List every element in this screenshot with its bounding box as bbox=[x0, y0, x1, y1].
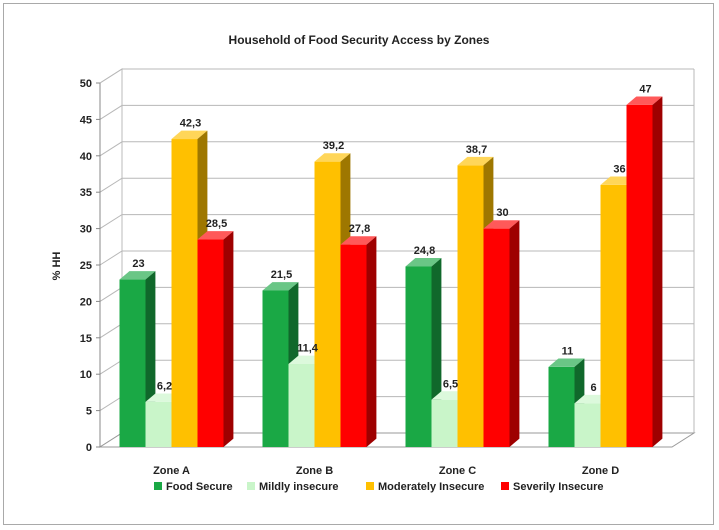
data-label: 42,3 bbox=[180, 118, 201, 130]
bar-side bbox=[509, 220, 520, 447]
y-tick-label: 50 bbox=[80, 78, 92, 90]
x-category-label: Zone B bbox=[296, 465, 333, 477]
y-tick-label: 5 bbox=[86, 406, 92, 418]
data-labels: 23 6,2 42,3 28,5 21,5 11,4 39,2 27,8 24,8 6,5 38,7… bbox=[132, 83, 651, 393]
y-tick-label: 30 bbox=[80, 224, 92, 236]
bar-front bbox=[457, 165, 484, 447]
bar-front bbox=[119, 279, 146, 447]
data-label: 11,4 bbox=[297, 343, 319, 355]
data-label: 24,8 bbox=[414, 245, 435, 257]
legend-label: Food Secure bbox=[166, 481, 233, 493]
bar-front bbox=[171, 139, 198, 447]
data-label: 47 bbox=[639, 83, 651, 95]
y-tick-label: 40 bbox=[80, 151, 92, 163]
bar-front bbox=[145, 401, 172, 447]
bar bbox=[340, 236, 377, 447]
bar-top bbox=[457, 156, 494, 166]
bar-side bbox=[652, 96, 663, 447]
data-label: 27,8 bbox=[349, 223, 370, 235]
data-label: 6,2 bbox=[157, 380, 172, 392]
y-tick-label: 35 bbox=[80, 187, 92, 199]
bar-top bbox=[483, 220, 520, 229]
gridline bbox=[99, 177, 694, 193]
bar-side bbox=[223, 231, 234, 447]
legend: Food Secure Mildly insecure Moderately Ins… bbox=[154, 481, 604, 493]
legend-swatch bbox=[247, 482, 255, 490]
y-tick-label: 15 bbox=[80, 333, 92, 345]
legend-label: Mildly insecure bbox=[259, 481, 338, 493]
bar-chart: 23 6,2 42,3 28,5 21,5 11,4 39,2 27,8 24,8 6,5 38,7… bbox=[51, 33, 696, 493]
bar-front bbox=[314, 161, 341, 447]
y-tick-label: 10 bbox=[80, 369, 92, 381]
data-label: 36 bbox=[613, 164, 625, 176]
data-label: 11 bbox=[562, 346, 574, 358]
gridline bbox=[99, 214, 694, 230]
legend-label: Severily Insecure bbox=[513, 481, 604, 493]
bar-front bbox=[288, 364, 315, 447]
data-label: 30 bbox=[496, 207, 508, 219]
data-label: 21,5 bbox=[271, 269, 292, 281]
bar-top bbox=[197, 231, 234, 240]
bar-front bbox=[405, 266, 432, 447]
y-tick-label: 25 bbox=[80, 260, 92, 272]
x-category-label: Zone C bbox=[439, 465, 476, 477]
bar bbox=[626, 96, 663, 447]
x-category-label: Zone A bbox=[153, 465, 190, 477]
bar bbox=[119, 271, 156, 447]
bar-top bbox=[548, 358, 585, 367]
bar-top bbox=[405, 258, 442, 267]
bar-top bbox=[626, 96, 663, 105]
y-tick-label: 20 bbox=[80, 296, 92, 308]
bar-front bbox=[574, 403, 601, 447]
bar-side bbox=[366, 236, 377, 447]
y-axis-label: % HH bbox=[51, 252, 63, 281]
data-label: 38,7 bbox=[466, 144, 487, 156]
bar-top bbox=[314, 153, 351, 162]
bar bbox=[483, 220, 520, 447]
legend-swatch bbox=[154, 482, 162, 490]
chart-frame: 23 6,2 42,3 28,5 21,5 11,4 39,2 27,8 24,8 6,5 38,7… bbox=[3, 3, 714, 525]
data-label: 6,5 bbox=[443, 378, 458, 390]
bar-front bbox=[548, 366, 575, 447]
bar-top bbox=[171, 130, 208, 140]
bar-front bbox=[626, 104, 653, 447]
legend-label: Moderately Insecure bbox=[378, 481, 484, 493]
data-label: 39,2 bbox=[323, 140, 344, 152]
bar-front bbox=[483, 228, 510, 447]
data-label: 28,5 bbox=[206, 218, 227, 230]
bar-top bbox=[340, 236, 377, 245]
gridline bbox=[99, 141, 694, 157]
bar bbox=[197, 231, 234, 447]
data-label: 6 bbox=[590, 382, 596, 394]
legend-swatch bbox=[366, 482, 374, 490]
y-axis-ticks: 0 5 10 15 20 25 30 35 40 45 50 bbox=[80, 78, 100, 454]
x-category-label: Zone D bbox=[582, 465, 619, 477]
bar-front bbox=[600, 184, 627, 448]
bar bbox=[262, 282, 299, 447]
bars bbox=[119, 96, 663, 448]
gridline bbox=[99, 68, 694, 84]
bar-top bbox=[119, 271, 156, 280]
legend-swatch bbox=[501, 482, 509, 490]
chart-title: Household of Food Security Access by Zon… bbox=[229, 33, 490, 47]
bar-front bbox=[197, 239, 224, 447]
bar-top bbox=[262, 282, 299, 291]
bar-front bbox=[340, 244, 367, 447]
data-label: 23 bbox=[132, 258, 144, 270]
x-axis-categories: Zone A Zone B Zone C Zone D bbox=[153, 465, 619, 477]
y-tick-label: 45 bbox=[80, 114, 92, 126]
bar-front bbox=[262, 290, 289, 447]
gridline bbox=[99, 104, 694, 120]
bar-front bbox=[431, 399, 458, 447]
y-tick-label: 0 bbox=[86, 442, 92, 454]
